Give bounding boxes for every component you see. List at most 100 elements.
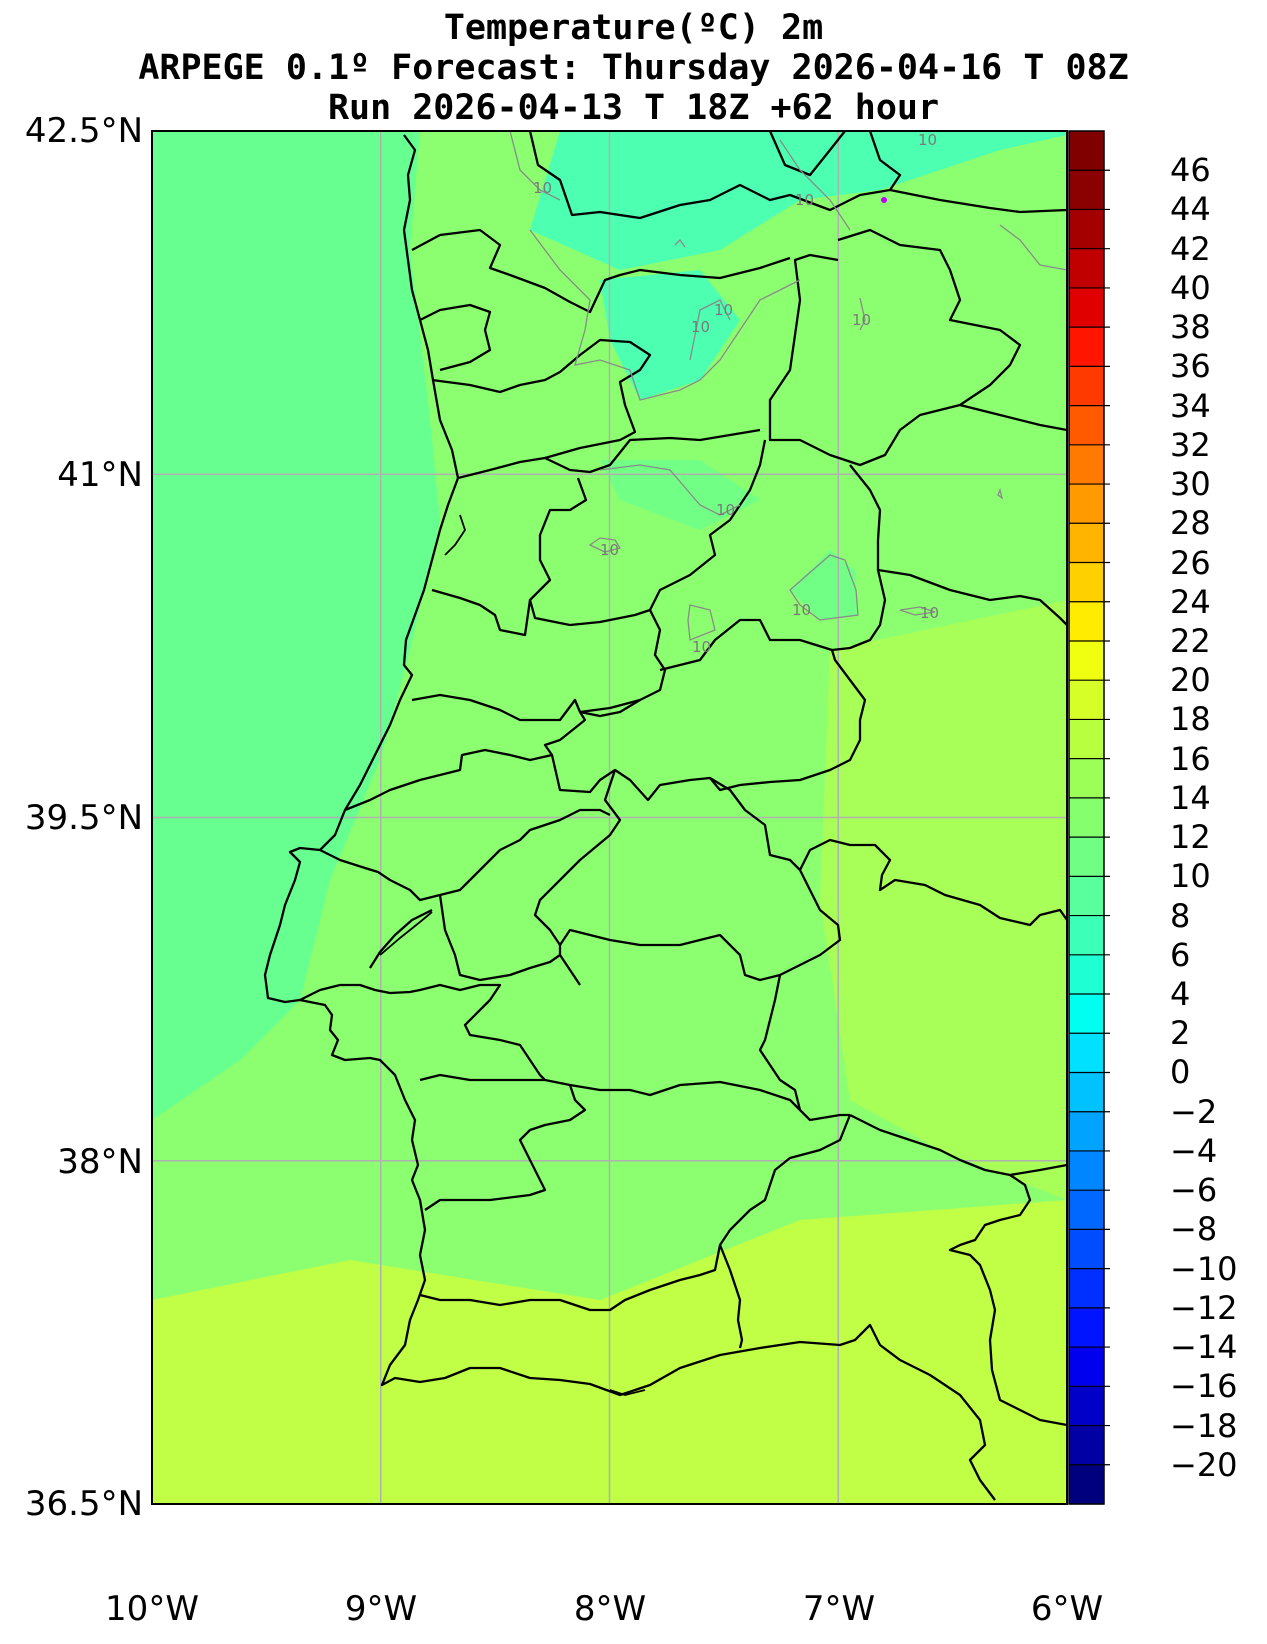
- colorbar-segment: [1069, 170, 1104, 211]
- gridlines: [152, 131, 1067, 1504]
- colorbar-tick-label: −2: [1170, 1092, 1218, 1131]
- lon-tick-label: 10°W: [105, 1589, 199, 1629]
- colorbar-tick-label: −8: [1170, 1210, 1218, 1249]
- colorbar-segment: [1069, 797, 1104, 838]
- contour-label: 10: [600, 541, 619, 559]
- colorbar-segment: [1069, 1033, 1104, 1074]
- east-cool-region: [790, 550, 858, 620]
- north-cold-region: [530, 131, 1067, 270]
- district-borders: [263, 131, 1067, 1501]
- colorbar-tick-label: 16: [1170, 739, 1211, 778]
- colorbar-tick-label: 26: [1170, 543, 1211, 582]
- isotherm-contours: [509, 131, 1067, 641]
- north-border: [528, 131, 1067, 220]
- colorbar-tick-label: 22: [1170, 621, 1211, 660]
- lat-tick-label: 39.5°N: [24, 798, 143, 838]
- colorbar-segment: [1069, 601, 1104, 642]
- lat-tick-label: 36.5°N: [24, 1484, 143, 1524]
- colorbar-tick-label: 44: [1170, 190, 1211, 229]
- colorbar-tick-label: 40: [1170, 268, 1211, 307]
- colorbar-tick-label: 0: [1170, 1053, 1191, 1092]
- colorbar-tick-label: −14: [1170, 1328, 1238, 1367]
- colorbar-tick-label: 8: [1170, 896, 1191, 935]
- colorbar-segment: [1069, 680, 1104, 721]
- contour-label: 10: [792, 601, 811, 619]
- colorbar-segment: [1069, 405, 1104, 446]
- contour-label: 10: [852, 311, 871, 329]
- colorbar-tick-label: 34: [1170, 386, 1211, 425]
- coastline: [263, 134, 996, 1501]
- contour-label: 10: [692, 638, 711, 656]
- lat-tick-label: 38°N: [57, 1142, 143, 1182]
- contour-label: 10: [714, 301, 733, 319]
- colorbar-segment: [1069, 1425, 1104, 1466]
- colorbar-segment: [1069, 1464, 1104, 1505]
- colorbar-tick-label: 14: [1170, 778, 1211, 817]
- colorbar-tick-label: −10: [1170, 1249, 1238, 1288]
- colorbar-tick-label: 24: [1170, 582, 1211, 621]
- contour-label: 10: [691, 318, 710, 336]
- colorbar-segment: [1069, 1307, 1104, 1348]
- chart-title-line-3: Run 2026-04-13 T 18Z +62 hour: [327, 88, 940, 128]
- contour-labels: 10 10 10 10 10 10 10 10 10 10 10: [533, 131, 939, 656]
- colorbar-tick-label: −20: [1170, 1445, 1238, 1484]
- colorbar-tick-label: 28: [1170, 504, 1211, 543]
- colorbar-tick-label: 18: [1170, 700, 1211, 739]
- colorbar-tick-label: 42: [1170, 229, 1211, 268]
- colorbar-segment: [1069, 1347, 1104, 1387]
- colorbar-segment: [1069, 1190, 1104, 1230]
- map-frame: [151, 130, 1068, 1505]
- colorbar-segment: [1069, 131, 1104, 171]
- contour-label: 10: [533, 179, 552, 197]
- colorbar-segment: [1069, 876, 1104, 917]
- colorbar-tick-label: 46: [1170, 151, 1211, 190]
- colorbar-segment: [1069, 444, 1104, 485]
- colorbar-tick-label: 30: [1170, 465, 1211, 504]
- colorbar-tick-label: 20: [1170, 661, 1211, 700]
- lon-tick-label: 7°W: [802, 1589, 876, 1629]
- colorbar-tick-label: −18: [1170, 1406, 1238, 1445]
- colorbar-tick-label: 38: [1170, 308, 1211, 347]
- colorbar-segment: [1069, 758, 1104, 799]
- east-warm-region: [820, 600, 1067, 1200]
- colorbar-tick-label: −12: [1170, 1288, 1238, 1327]
- contour-label: 10: [795, 191, 814, 209]
- colorbar-segment: [1069, 287, 1104, 328]
- colorbar-tick-label: 2: [1170, 1014, 1191, 1053]
- north-central-cold-region: [600, 270, 740, 400]
- colorbar-segment: [1069, 1111, 1104, 1152]
- colorbar-tick-label: 36: [1170, 347, 1211, 386]
- colorbar-segment: [1069, 837, 1104, 877]
- colorbar-segment: [1069, 640, 1104, 681]
- colorbar-segment: [1069, 327, 1104, 367]
- contour-label: 10: [918, 131, 937, 149]
- colorbar-segment: [1069, 719, 1104, 760]
- colorbar-tick-label: 4: [1170, 975, 1191, 1014]
- colorbar-tick-label: −6: [1170, 1171, 1218, 1210]
- lat-tick-label: 42.5°N: [24, 111, 143, 151]
- colorbar-tick-label: −4: [1170, 1131, 1218, 1170]
- colorbar-tick-label: 6: [1170, 935, 1191, 974]
- cold-point-marker: [881, 197, 887, 203]
- colorbar-segment: [1069, 954, 1104, 995]
- lat-tick-label: 41°N: [57, 455, 143, 495]
- colorbar-frame: [1068, 130, 1105, 1505]
- central-cool-region: [600, 460, 760, 530]
- lon-tick-label: 6°W: [1030, 1589, 1104, 1629]
- colorbar-segment: [1069, 248, 1104, 289]
- colorbar-segment: [1069, 523, 1104, 564]
- colorbar-segment: [1069, 1229, 1104, 1270]
- colorbar-segment: [1069, 994, 1104, 1034]
- chart-title-line-2: ARPEGE 0.1º Forecast: Thursday 2026-04-1…: [138, 48, 1129, 88]
- colorbar-segment: [1069, 1150, 1104, 1191]
- colorbar-tick-label: −16: [1170, 1367, 1238, 1406]
- sea-temperature-region: [152, 131, 440, 1120]
- colorbar-segment: [1069, 484, 1104, 524]
- colorbar-tick-label: 12: [1170, 818, 1211, 857]
- colorbar-segment: [1069, 1386, 1104, 1427]
- contour-label: 10: [716, 501, 735, 519]
- colorbar-segment: [1069, 915, 1104, 956]
- lon-tick-label: 9°W: [344, 1589, 418, 1629]
- lon-tick-label: 8°W: [573, 1589, 647, 1629]
